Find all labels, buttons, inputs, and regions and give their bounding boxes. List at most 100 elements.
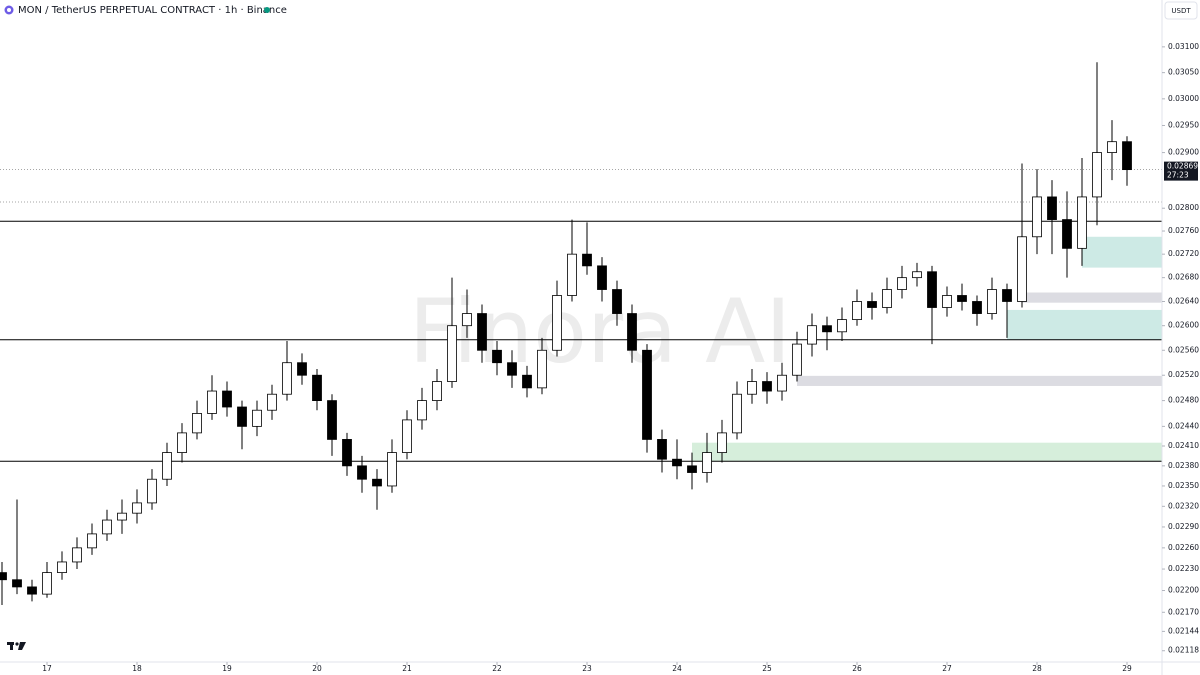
x-tick-label: 26 [852,664,862,673]
zone [692,442,1162,462]
candle-body [402,419,412,453]
candle-body [507,362,517,376]
candle-body [462,313,472,327]
candle-body [642,349,652,440]
candle-body [282,362,292,395]
x-tick-label: 29 [1122,664,1132,673]
candle-body [777,374,787,392]
y-tick-label: 0.02640 [1168,296,1199,305]
watermark: Finora AI [409,280,792,383]
x-tick-label: 22 [492,664,502,673]
candle-body [432,381,442,401]
candle-body [417,400,427,421]
y-tick-label: 0.02440 [1168,421,1199,430]
candle-body [897,277,907,290]
candle-body [1032,196,1042,238]
candle-body [882,289,892,308]
candle-body [837,319,847,333]
countdown-label: 27:23 [1167,171,1189,180]
candle-body [792,343,802,376]
candle-body [237,406,247,427]
candle-body [1062,219,1072,249]
candle-body [852,301,862,321]
candle-body [477,313,487,351]
y-tick-label: 0.02950 [1168,120,1199,129]
y-tick-label: 0.02480 [1168,396,1199,405]
y-tick-label: 0.02170 [1168,607,1199,616]
y-tick-label: 0.02118 [1168,646,1199,655]
zone [1082,236,1162,268]
y-tick-label: 0.02144 [1168,626,1199,635]
y-tick-label: 0.02760 [1168,226,1199,235]
candle-body [117,512,127,521]
candle-body [342,439,352,467]
y-tick-label: 0.03050 [1168,68,1199,77]
x-tick-label: 20 [312,664,322,673]
y-tick-label: 0.03100 [1168,42,1199,51]
y-tick-label: 0.02320 [1168,501,1199,510]
candle-body [0,572,7,581]
candle-body [102,519,112,535]
x-tick-label: 17 [42,664,52,673]
candle-body [942,295,952,308]
zone [1022,292,1162,303]
y-tick-label: 0.02720 [1168,249,1199,258]
candle-body [582,253,592,267]
y-tick-label: 0.03000 [1168,94,1199,103]
candle-body [537,349,547,389]
candle-body [387,452,397,487]
candle-body [12,579,22,588]
candle-body [177,432,187,453]
currency-button[interactable] [1164,1,1198,20]
candle-body [87,533,97,549]
y-tick-label: 0.02380 [1168,461,1199,470]
candle-body [132,502,142,514]
candle-body [252,409,262,427]
y-tick-label: 0.02680 [1168,273,1199,282]
candle-body [717,432,727,453]
x-tick-label: 21 [402,664,412,673]
y-tick-label: 0.02410 [1168,441,1199,450]
y-tick-label: 0.02600 [1168,321,1199,330]
y-tick-label: 0.02350 [1168,481,1199,490]
candle-body [72,547,82,563]
candle-body [447,325,457,382]
x-tick-label: 18 [132,664,142,673]
candle-body [207,390,217,414]
candle-body [27,586,37,595]
candle-body [927,271,937,308]
candle-body [912,271,922,279]
price-label: 0.02869 [1167,162,1198,171]
price-label-box [1164,161,1198,181]
candle-body [987,289,997,314]
candle-body [297,362,307,376]
candle-body [1047,196,1057,220]
zone [1007,309,1162,340]
candle-body [522,374,532,389]
candle-body [1017,236,1027,302]
chart-title: MON / TetherUS PERPETUAL CONTRACT · 1h ·… [18,5,287,16]
candle-body [1002,289,1012,302]
candle-body [1092,152,1102,198]
candle-body [972,301,982,314]
logo-part [18,642,26,650]
candle-body [162,452,172,480]
candle-body [222,390,232,408]
candle-body [1122,141,1132,171]
candle-body [42,572,52,595]
candle-body [747,381,757,395]
tv-logo [7,642,26,650]
candle-body [552,295,562,351]
x-tick-label: 23 [582,664,592,673]
symbol-icon-inner [7,8,11,12]
candle-body [612,289,622,314]
candle-body [192,413,202,434]
currency-label[interactable]: USDT [1171,7,1191,15]
candle-body [867,301,877,308]
candle-body [822,325,832,333]
candle-body [957,295,967,302]
y-tick-label: 0.02520 [1168,370,1199,379]
y-tick-label: 0.02260 [1168,543,1199,552]
candle-body [1077,196,1087,249]
